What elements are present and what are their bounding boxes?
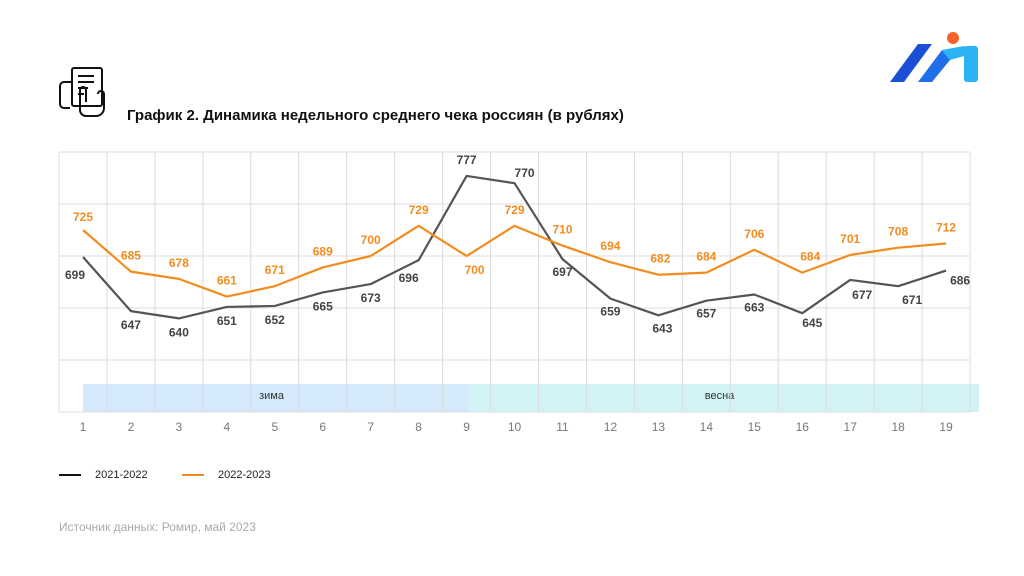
data-label: 686 xyxy=(950,274,970,288)
data-label: 671 xyxy=(902,293,922,307)
x-tick-label: 19 xyxy=(939,420,953,434)
data-label: 663 xyxy=(744,300,764,314)
x-tick-label: 4 xyxy=(224,420,231,434)
data-label: 700 xyxy=(361,233,381,247)
data-label: 689 xyxy=(313,244,333,258)
legend-item-2022-2023: 2022-2023 xyxy=(182,469,271,481)
x-tick-label: 9 xyxy=(463,420,470,434)
data-label: 651 xyxy=(217,314,237,328)
data-label: 673 xyxy=(361,291,381,305)
chart-title: График 2. Динамика недельного среднего ч… xyxy=(127,107,624,124)
x-tick-label: 16 xyxy=(796,420,810,434)
x-tick-label: 12 xyxy=(604,420,618,434)
season-label: весна xyxy=(705,390,735,402)
x-tick-label: 13 xyxy=(652,420,666,434)
data-label: 685 xyxy=(121,249,141,263)
data-label: 684 xyxy=(800,250,820,264)
legend-swatch xyxy=(182,474,204,476)
data-label: 661 xyxy=(217,274,237,288)
source-note: Источник данных: Ромир, май 2023 xyxy=(59,520,256,534)
x-tick-label: 14 xyxy=(700,420,714,434)
series-line-2022-2023 xyxy=(82,224,947,298)
season-label: зима xyxy=(259,390,285,402)
data-label: 697 xyxy=(552,265,572,279)
series-line-2021-2022 xyxy=(82,174,947,320)
data-label: 677 xyxy=(852,288,872,302)
data-label: 684 xyxy=(696,250,716,264)
legend-swatch xyxy=(59,474,81,476)
data-label: 708 xyxy=(888,225,908,239)
data-label: 706 xyxy=(744,227,764,241)
data-label: 729 xyxy=(505,203,525,217)
data-label: 699 xyxy=(65,268,85,282)
x-tick-label: 5 xyxy=(271,420,278,434)
legend-item-2021-2022: 2021-2022 xyxy=(59,469,148,481)
x-tick-label: 8 xyxy=(415,420,422,434)
data-label: 710 xyxy=(552,223,572,237)
x-tick-label: 17 xyxy=(844,420,858,434)
data-label: 712 xyxy=(936,221,956,235)
data-label: 694 xyxy=(600,239,620,253)
data-label: 665 xyxy=(313,299,333,313)
data-label: 729 xyxy=(409,203,429,217)
data-label: 643 xyxy=(652,321,672,335)
romir-logo xyxy=(888,30,982,89)
header-icon xyxy=(58,66,110,122)
data-label: 770 xyxy=(515,166,535,180)
legend-label: 2021-2022 xyxy=(95,469,148,481)
data-label: 696 xyxy=(399,271,419,285)
x-tick-label: 7 xyxy=(367,420,374,434)
x-tick-label: 18 xyxy=(891,420,905,434)
season-band xyxy=(83,384,468,412)
x-tick-label: 2 xyxy=(128,420,135,434)
x-tick-label: 3 xyxy=(176,420,183,434)
data-label: 647 xyxy=(121,318,141,332)
data-label: 659 xyxy=(600,305,620,319)
legend-label: 2022-2023 xyxy=(218,469,271,481)
x-tick-label: 6 xyxy=(319,420,326,434)
data-label: 777 xyxy=(457,153,477,167)
season-band xyxy=(468,384,979,412)
x-tick-label: 11 xyxy=(556,420,569,434)
data-label: 645 xyxy=(802,316,822,330)
x-tick-label: 15 xyxy=(748,420,762,434)
data-label: 682 xyxy=(650,252,670,266)
data-label: 700 xyxy=(465,263,485,277)
data-label: 652 xyxy=(265,313,285,327)
data-label: 701 xyxy=(840,232,860,246)
x-tick-label: 10 xyxy=(508,420,522,434)
data-label: 657 xyxy=(696,307,716,321)
data-label: 640 xyxy=(169,325,189,339)
data-label: 678 xyxy=(169,256,189,270)
data-label: 671 xyxy=(265,263,285,277)
data-label: 725 xyxy=(73,210,93,224)
x-tick-label: 1 xyxy=(80,420,87,434)
